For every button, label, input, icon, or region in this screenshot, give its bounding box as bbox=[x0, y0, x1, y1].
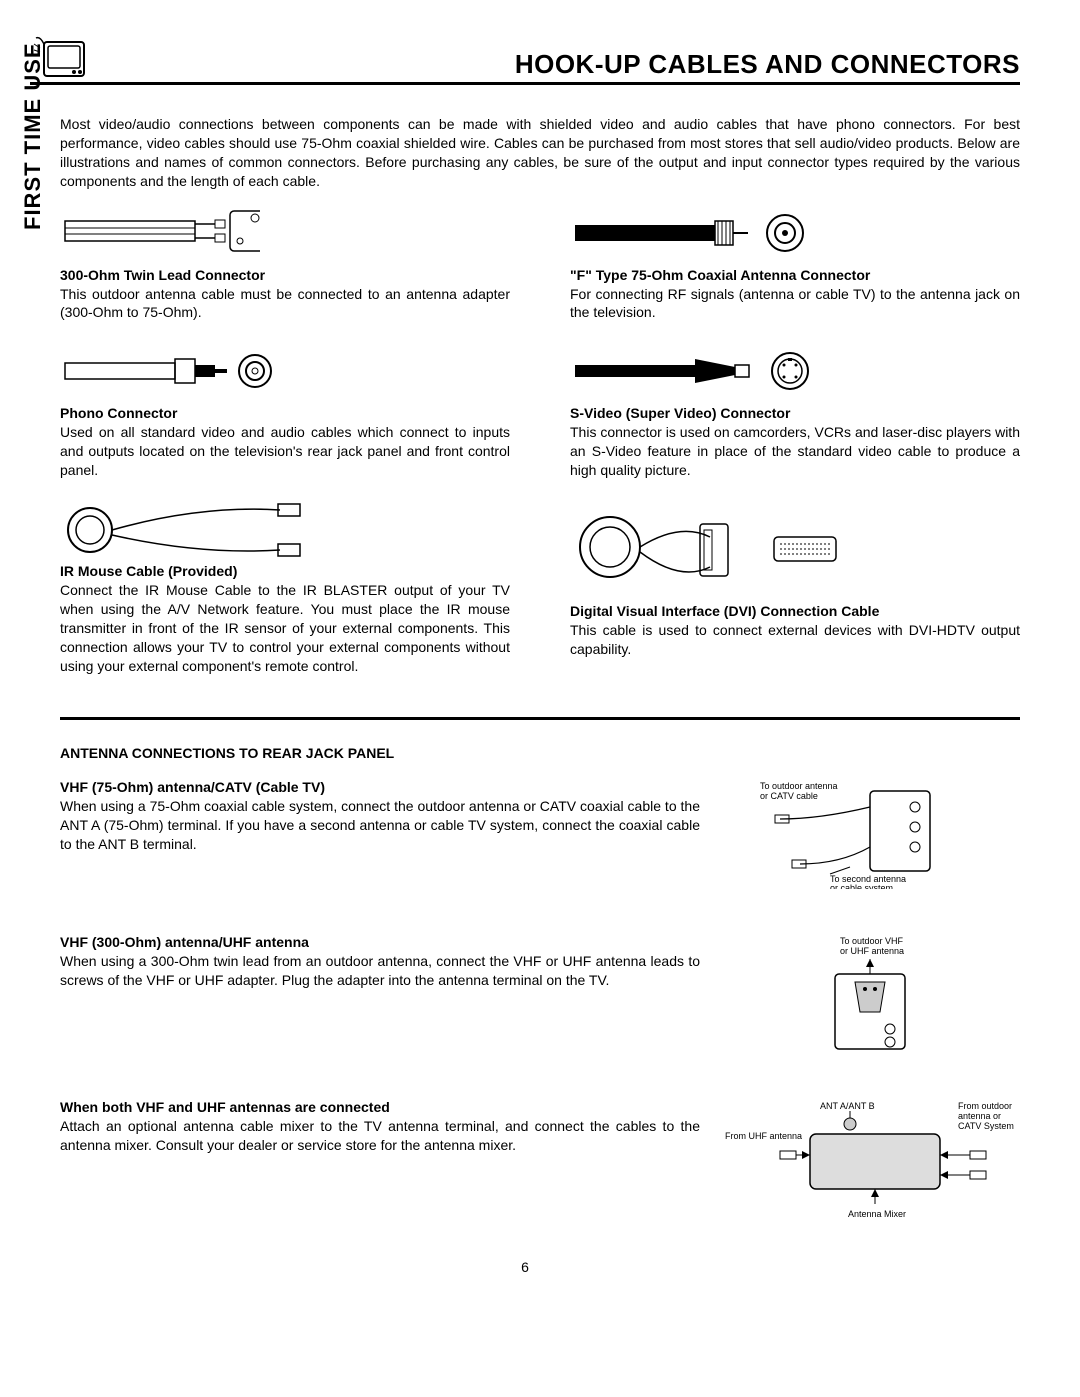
page-number: 6 bbox=[30, 1259, 1020, 1275]
connector-desc: This cable is used to connect external d… bbox=[570, 621, 1020, 659]
connector-title: IR Mouse Cable (Provided) bbox=[60, 563, 510, 579]
connector-title: S-Video (Super Video) Connector bbox=[570, 405, 1020, 421]
svg-text:ANT A/ANT B: ANT A/ANT B bbox=[820, 1101, 875, 1111]
connector-desc: Connect the IR Mouse Cable to the IR BLA… bbox=[60, 581, 510, 675]
page-title: HOOK-UP CABLES AND CONNECTORS bbox=[515, 49, 1020, 80]
svg-text:From UHF antenna: From UHF antenna bbox=[725, 1131, 802, 1141]
svg-text:To outdoor VHF: To outdoor VHF bbox=[840, 936, 904, 946]
right-column: "F" Type 75-Ohm Coaxial Antenna Connecto… bbox=[570, 206, 1020, 698]
section-divider bbox=[60, 717, 1020, 720]
antenna-section-heading: ANTENNA CONNECTIONS TO REAR JACK PANEL bbox=[60, 745, 1020, 761]
antenna-sub-heading: When both VHF and UHF antennas are conne… bbox=[60, 1099, 700, 1115]
svg-text:antenna or: antenna or bbox=[958, 1111, 1001, 1121]
antenna-sub-heading: VHF (75-Ohm) antenna/CATV (Cable TV) bbox=[60, 779, 700, 795]
dvi-connector-icon bbox=[570, 502, 1020, 597]
connector-title: "F" Type 75-Ohm Coaxial Antenna Connecto… bbox=[570, 267, 1020, 283]
connector-desc: This connector is used on camcorders, VC… bbox=[570, 423, 1020, 480]
connector-desc: This outdoor antenna cable must be conne… bbox=[60, 285, 510, 323]
f-type-connector-icon bbox=[570, 206, 1020, 261]
side-label: FIRST TIME USE bbox=[20, 42, 46, 230]
antenna-desc: When using a 75-Ohm coaxial cable system… bbox=[60, 797, 700, 854]
left-column: 300-Ohm Twin Lead Connector This outdoor… bbox=[60, 206, 510, 698]
connector-title: Phono Connector bbox=[60, 405, 510, 421]
svg-text:Antenna Mixer: Antenna Mixer bbox=[848, 1209, 906, 1219]
svg-text:From outdoor: From outdoor bbox=[958, 1101, 1012, 1111]
svg-text:or cable system: or cable system bbox=[830, 883, 893, 889]
antenna-desc: When using a 300-Ohm twin lead from an o… bbox=[60, 952, 700, 990]
antenna-diagram-3: ANT A/ANT B From UHF antenna From outdoo… bbox=[720, 1099, 1020, 1229]
s-video-connector-icon bbox=[570, 344, 1020, 399]
svg-text:To outdoor antenna: To outdoor antenna bbox=[760, 781, 838, 791]
page-header: HOOK-UP CABLES AND CONNECTORS bbox=[30, 30, 1020, 85]
connector-desc: For connecting RF signals (antenna or ca… bbox=[570, 285, 1020, 323]
antenna-diagram-2: To outdoor VHF or UHF antenna bbox=[720, 934, 1020, 1054]
antenna-desc: Attach an optional antenna cable mixer t… bbox=[60, 1117, 700, 1155]
intro-paragraph: Most video/audio connections between com… bbox=[60, 115, 1020, 191]
antenna-diagram-1: To outdoor antenna or CATV cable To seco… bbox=[720, 779, 1020, 889]
twin-lead-connector-icon bbox=[60, 206, 510, 261]
connector-desc: Used on all standard video and audio cab… bbox=[60, 423, 510, 480]
ir-mouse-cable-icon bbox=[60, 502, 510, 557]
connector-title: Digital Visual Interface (DVI) Connectio… bbox=[570, 603, 1020, 619]
phono-connector-icon bbox=[60, 344, 510, 399]
svg-text:or CATV cable: or CATV cable bbox=[760, 791, 818, 801]
svg-text:CATV System: CATV System bbox=[958, 1121, 1014, 1131]
svg-text:or UHF antenna: or UHF antenna bbox=[840, 946, 904, 956]
connector-title: 300-Ohm Twin Lead Connector bbox=[60, 267, 510, 283]
antenna-sub-heading: VHF (300-Ohm) antenna/UHF antenna bbox=[60, 934, 700, 950]
